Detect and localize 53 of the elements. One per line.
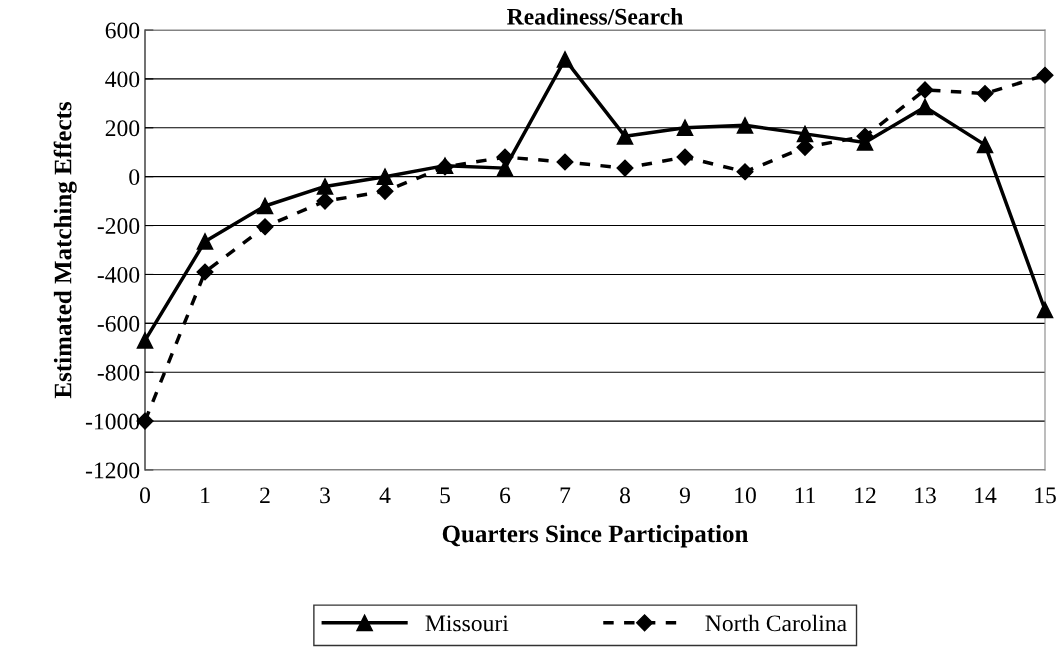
point: [976, 85, 994, 103]
y-tick-label: 200: [105, 120, 140, 137]
point: [196, 263, 214, 281]
point: [616, 159, 634, 177]
x-tick-label: 10: [735, 487, 756, 504]
point: [196, 233, 214, 250]
point: [1036, 301, 1054, 319]
point: [256, 218, 274, 236]
x-axis-title: Quarters Since Participation: [442, 524, 749, 548]
point: [376, 168, 394, 186]
y-tick-label: -200: [97, 218, 140, 234]
x-tick-label: 1: [201, 487, 210, 504]
point: [256, 197, 274, 215]
chart-title: Readiness/Search: [507, 8, 683, 25]
point: [916, 98, 934, 116]
point: [676, 148, 694, 166]
point: [316, 178, 334, 195]
y-tick-label: 600: [105, 22, 140, 39]
x-tick-label: 6: [500, 487, 511, 504]
x-tick-label: 8: [620, 487, 630, 504]
x-tick-label: 3: [320, 487, 330, 504]
point: [556, 153, 574, 171]
x-tick-label: 11: [795, 487, 815, 504]
legend-label: North Carolina: [705, 614, 847, 632]
x-tick-label: 4: [379, 487, 391, 504]
point: [676, 119, 694, 137]
x-tick-label: 2: [260, 487, 270, 504]
y-tick-label: -1000: [85, 413, 140, 430]
x-tick-label: 13: [915, 487, 936, 504]
y-tick-label: -1200: [85, 462, 140, 479]
y-tick-label: 400: [105, 71, 140, 88]
x-tick-label: 5: [440, 487, 450, 504]
x-tick-label: 12: [855, 487, 876, 504]
y-tick-label: -600: [97, 315, 140, 332]
point: [736, 163, 754, 181]
x-tick-label: 15: [1035, 487, 1056, 504]
point: [736, 116, 754, 134]
point: [496, 148, 514, 166]
x-tick-label: 7: [560, 487, 571, 504]
point: [616, 127, 634, 145]
point: [556, 50, 574, 68]
y-tick-label: 0: [129, 169, 140, 186]
point: [976, 136, 994, 154]
y-tick-label: -800: [97, 364, 140, 381]
point: [916, 81, 934, 99]
point: [316, 192, 334, 210]
y-axis-title: Estimated Matching Effects: [53, 102, 77, 399]
x-tick-label: 14: [975, 487, 997, 504]
legend-label: Missouri: [425, 615, 509, 632]
y-tick-label: -400: [97, 266, 140, 283]
x-tick-label: 9: [679, 487, 690, 504]
point: [136, 332, 154, 349]
point: [1036, 66, 1054, 84]
